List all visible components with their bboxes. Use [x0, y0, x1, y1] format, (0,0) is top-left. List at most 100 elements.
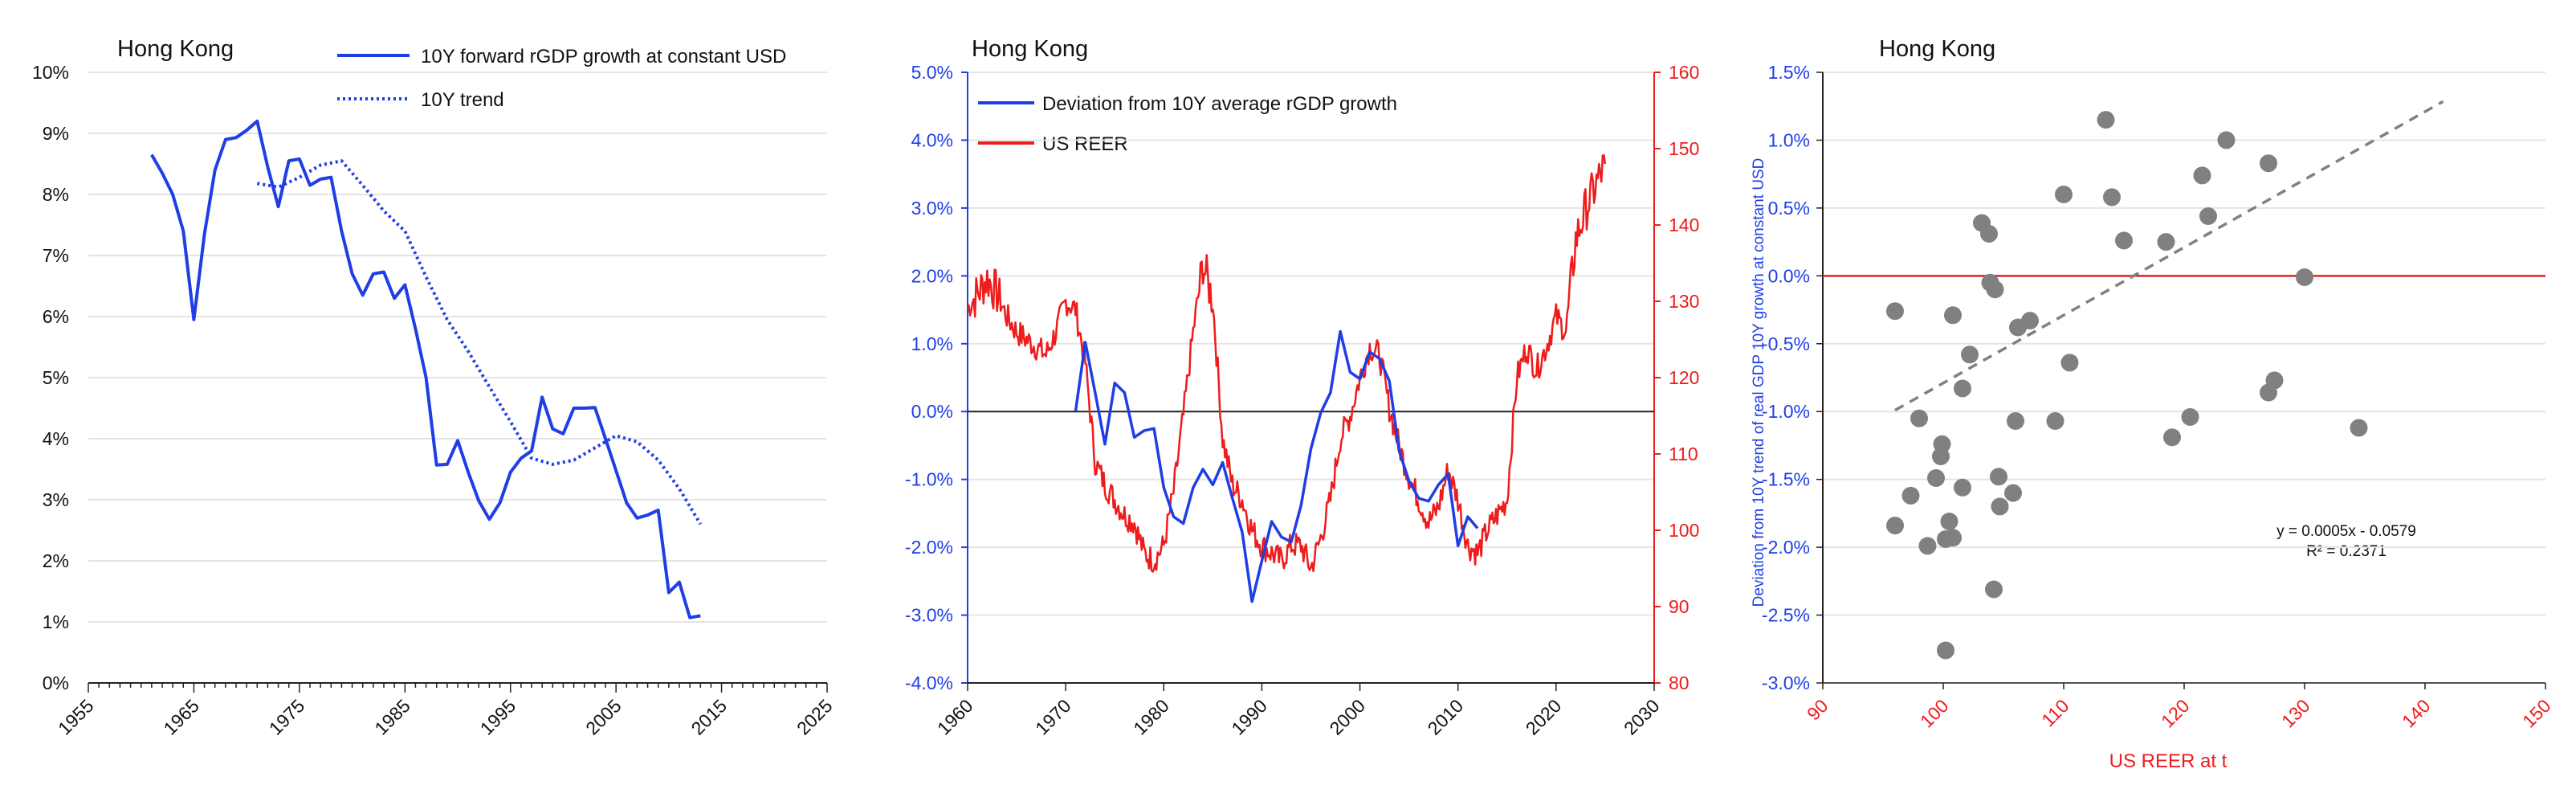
- chart3-scatter-point: [2296, 268, 2313, 286]
- chart2-y-left-tick-label: -4.0%: [905, 672, 953, 693]
- chart3-y-tick-label: -1.5%: [1762, 469, 1810, 490]
- chart2-y-right-tick-label: 150: [1669, 138, 1699, 159]
- chart2-y-left-tick-label: -3.0%: [905, 605, 953, 626]
- chart3-scatter-point: [1986, 280, 2004, 299]
- chart3-x-tick-label: 140: [2398, 695, 2435, 732]
- chart2-x-tick-label: 2010: [1424, 695, 1468, 739]
- chart3-x-tick-label: 130: [2277, 695, 2314, 732]
- chart3-scatter-point: [1940, 513, 1958, 530]
- chart1-x-tick-label: 1965: [159, 695, 203, 739]
- chart1-series-trend-line: [256, 159, 703, 525]
- chart2-legend-red-label: US REER: [1042, 133, 1128, 155]
- chart3-scatter-point: [1954, 478, 1971, 497]
- chart3-y-tick-label: -2.5%: [1762, 605, 1810, 626]
- marks-layer: [150, 100, 2444, 660]
- chart1-y-tick-label: 5%: [43, 367, 69, 388]
- chart3-scatter-point: [2260, 383, 2277, 402]
- chart2-series-deviation-line: [1074, 329, 1479, 603]
- chart3-scatter-point: [1937, 530, 1954, 548]
- chart3-scatter-point: [1886, 517, 1904, 535]
- chart2-y-right-tick-label: 120: [1669, 367, 1699, 388]
- chart3-x-tick-label: 100: [1916, 695, 1953, 732]
- grid-layer: [88, 72, 2546, 693]
- chart2-title: Hong Kong: [972, 36, 1088, 62]
- chart1-x-tick-label: 2005: [581, 695, 626, 739]
- chart2-y-right-tick-label: 100: [1669, 520, 1699, 541]
- chart3-scatter-point: [2157, 233, 2175, 251]
- chart3-scatter-point: [1961, 345, 1979, 364]
- chart3-trendline: [1894, 100, 2444, 412]
- chart2-x-tick-label: 2020: [1522, 695, 1566, 739]
- chart1-y-tick-label: 1%: [43, 611, 69, 632]
- chart1-y-tick-label: 0%: [43, 672, 69, 693]
- chart1-y-tick-label: 10%: [32, 62, 69, 83]
- chart3-scatter-point: [2055, 186, 2073, 203]
- chart1-legend-solid-label: 10Y forward rGDP growth at constant USD: [421, 46, 786, 67]
- tick-labels-layer: 0% 1% 2% 3% 4% 5% 6% 7% 8% 9% 10% 1955 1965 1975 1985 1…: [32, 62, 2555, 739]
- chart3-x-tick-label: 120: [2157, 695, 2194, 732]
- chart2-x-tick-label: 1970: [1031, 695, 1075, 739]
- chart3-title: Hong Kong: [1879, 36, 1995, 62]
- chart3-scatter-point: [2260, 154, 2277, 173]
- chart3-scatter-point: [2060, 354, 2079, 372]
- chart2-y-left-tick-label: 5.0%: [911, 62, 953, 83]
- chart3-scatter-point: [1901, 486, 1920, 505]
- chart1-y-tick-label: 4%: [43, 428, 69, 449]
- chart3-scatter-point: [2004, 484, 2022, 502]
- chart3-scatter-point: [2350, 419, 2368, 437]
- chart3-scatter-point: [2009, 318, 2027, 337]
- chart3-y-axis-label: Deviation from 10Y trend of real GDP 10Y…: [1751, 158, 1767, 607]
- chart3-scatter-point: [2115, 231, 2133, 250]
- chart3-scatter-point: [1980, 225, 1998, 243]
- chart2-x-tick-label: 2000: [1326, 695, 1370, 739]
- chart2-y-right-tick-label: 160: [1669, 62, 1699, 83]
- chart2-y-right-tick-label: 110: [1669, 444, 1698, 464]
- chart3-scatter-point: [1918, 537, 1937, 555]
- chart1-y-tick-label: 7%: [43, 245, 69, 266]
- chart3-scatter-point: [1937, 641, 1954, 660]
- chart3-scatter-point: [1944, 306, 1962, 325]
- chart3-y-tick-label: 1.5%: [1768, 62, 1810, 83]
- chart2-y-left-tick-label: 1.0%: [911, 333, 953, 354]
- chart2-x-tick-label: 2030: [1620, 695, 1664, 739]
- chart3-scatter-point: [1991, 497, 2009, 516]
- chart1-x-tick-label: 2025: [793, 695, 837, 739]
- chart2-y-left-tick-label: 0.0%: [911, 401, 953, 422]
- chart1-x-tick-label: 2015: [687, 695, 732, 739]
- chart3-scatter-point: [1990, 468, 2007, 486]
- chart3-scatter-point: [1927, 469, 1945, 487]
- chart2-y-right-tick-label: 140: [1669, 215, 1699, 235]
- chart1-y-tick-label: 9%: [43, 123, 69, 144]
- chart2-series-us-reer-line: [966, 154, 1607, 573]
- chart2-y-left-tick-label: 3.0%: [911, 198, 953, 219]
- chart3-scatter-point: [2193, 166, 2211, 185]
- chart2-y-right-tick-label: 90: [1669, 596, 1689, 617]
- chart3-scatter-point: [1910, 409, 1928, 427]
- chart2-x-tick-label: 1980: [1129, 695, 1173, 739]
- chart1-y-tick-label: 3%: [43, 489, 69, 510]
- chart1-x-tick-label: 1985: [370, 695, 414, 739]
- chart2-y-left-tick-label: -2.0%: [905, 537, 953, 558]
- chart3-scatter-point: [2097, 111, 2115, 129]
- chart3-y-tick-label: -1.0%: [1762, 401, 1810, 422]
- chart3-scatter-point: [2046, 412, 2064, 430]
- chart2-y-left-tick-label: 2.0%: [911, 265, 953, 286]
- chart3-scatter-point: [2007, 412, 2024, 430]
- chart3-scatter-point: [2163, 428, 2181, 447]
- chart2-y-right-tick-label: 80: [1669, 672, 1689, 693]
- chart3-scatter-point: [2199, 207, 2217, 225]
- chart1-y-tick-label: 6%: [43, 306, 69, 327]
- chart3-y-tick-label: 1.0%: [1768, 129, 1810, 150]
- chart3-y-tick-label: -2.0%: [1762, 537, 1810, 558]
- chart2-y-left-tick-label: 4.0%: [911, 129, 953, 150]
- chart3-scatter-point: [2217, 131, 2236, 149]
- chart3-scatter-point: [2103, 188, 2121, 206]
- chart1-series-forward-growth-line: [150, 119, 701, 619]
- chart3-x-tick-label: 110: [2037, 695, 2073, 730]
- chart1-x-tick-label: 1975: [265, 695, 309, 739]
- chart1-x-tick-label: 1955: [54, 695, 98, 739]
- chart3-scatter-point: [2181, 408, 2199, 426]
- chart3-x-tick-label: 90: [1803, 695, 1832, 724]
- chart3-scatter-point: [1932, 448, 1950, 465]
